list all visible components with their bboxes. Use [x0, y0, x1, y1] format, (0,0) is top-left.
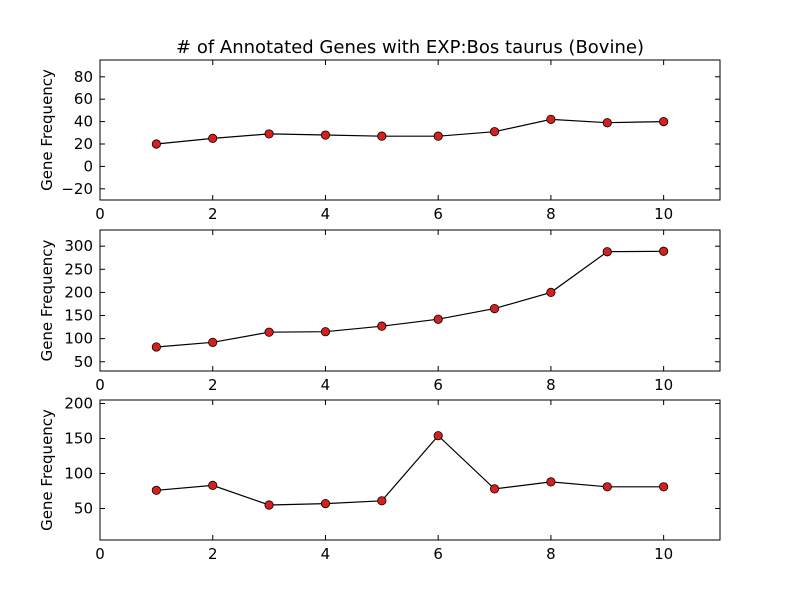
x-tick-label: 4	[321, 376, 331, 394]
data-point	[433, 131, 443, 141]
data-point	[264, 327, 274, 337]
x-tick-label: 4	[321, 545, 331, 563]
y-tick-label: 40	[74, 113, 93, 131]
y-tick-label: 20	[74, 135, 93, 153]
data-point	[377, 496, 387, 506]
y-axis-label: Gene Frequency	[38, 239, 56, 361]
axes-frame	[99, 59, 721, 201]
x-tick-label: 6	[433, 376, 443, 394]
y-axis-label: Gene Frequency	[38, 69, 56, 191]
series-line	[156, 118, 664, 145]
data-point	[264, 500, 274, 510]
y-tick-label: 100	[64, 330, 93, 348]
y-tick-label: 150	[64, 307, 93, 325]
x-tick-label: 0	[95, 376, 105, 394]
x-tick-label: 4	[321, 205, 331, 223]
x-tick-label: 6	[433, 205, 443, 223]
data-point	[377, 321, 387, 331]
y-tick-label: 150	[64, 430, 93, 448]
x-tick-label: 10	[654, 545, 673, 563]
data-point	[546, 114, 556, 124]
y-tick-label: 200	[64, 395, 93, 413]
y-tick-label: 300	[64, 237, 93, 255]
series-line	[156, 250, 664, 348]
data-point	[546, 287, 556, 298]
x-tick-label: 6	[433, 545, 443, 563]
data-point	[208, 337, 218, 347]
x-tick-label: 2	[208, 376, 218, 394]
subplot-3: 0 2 4 6 8 10 50 100 150 200 Gene Frequency	[38, 395, 721, 563]
data-point	[546, 477, 556, 487]
data-point	[602, 482, 612, 492]
chart-title: # of Annotated Genes with EXP:Bos taurus…	[176, 37, 644, 58]
data-point	[489, 127, 500, 137]
data-point	[151, 485, 161, 495]
data-point	[320, 498, 331, 509]
x-tick-label: 2	[208, 545, 218, 563]
data-point	[208, 480, 218, 490]
data-point	[659, 482, 669, 492]
x-tick-label: 10	[654, 205, 673, 223]
x-tick-label: 2	[208, 205, 218, 223]
subplot-2: 0 2 4 6 8 10 50 100 150 200 250 300 Gene Frequency	[38, 229, 721, 394]
data-point	[489, 303, 500, 314]
x-tick-label: 8	[546, 376, 556, 394]
data-point	[208, 133, 218, 143]
x-tick-label: 10	[654, 376, 673, 394]
x-tick-label: 8	[546, 545, 556, 563]
data-point	[151, 139, 161, 149]
data-point	[151, 342, 161, 352]
data-point	[320, 327, 331, 337]
y-tick-label: 250	[64, 260, 93, 278]
y-axis-label: Gene Frequency	[38, 409, 56, 531]
series-line	[156, 434, 664, 506]
y-tick-label: 80	[74, 68, 93, 86]
data-point	[602, 118, 612, 128]
data-point	[489, 484, 500, 494]
data-point	[659, 246, 669, 256]
y-tick-label: 200	[64, 283, 93, 301]
x-tick-label: 0	[95, 545, 105, 563]
axes-frame	[99, 399, 721, 541]
y-tick-label: −20	[61, 180, 93, 198]
y-tick-label: 50	[74, 500, 93, 518]
y-tick-label: 0	[83, 157, 93, 175]
data-point	[659, 117, 669, 127]
x-tick-label: 8	[546, 205, 556, 223]
y-tick-label: 60	[74, 90, 93, 108]
y-tick-label: 100	[64, 465, 93, 483]
data-point	[433, 314, 443, 324]
data-point	[433, 431, 443, 441]
x-tick-label: 0	[95, 205, 105, 223]
data-point	[264, 129, 274, 139]
axes-frame	[99, 229, 721, 372]
data-point	[602, 247, 612, 257]
data-point	[377, 131, 387, 141]
y-tick-label: 50	[74, 353, 93, 371]
data-point	[320, 130, 331, 140]
